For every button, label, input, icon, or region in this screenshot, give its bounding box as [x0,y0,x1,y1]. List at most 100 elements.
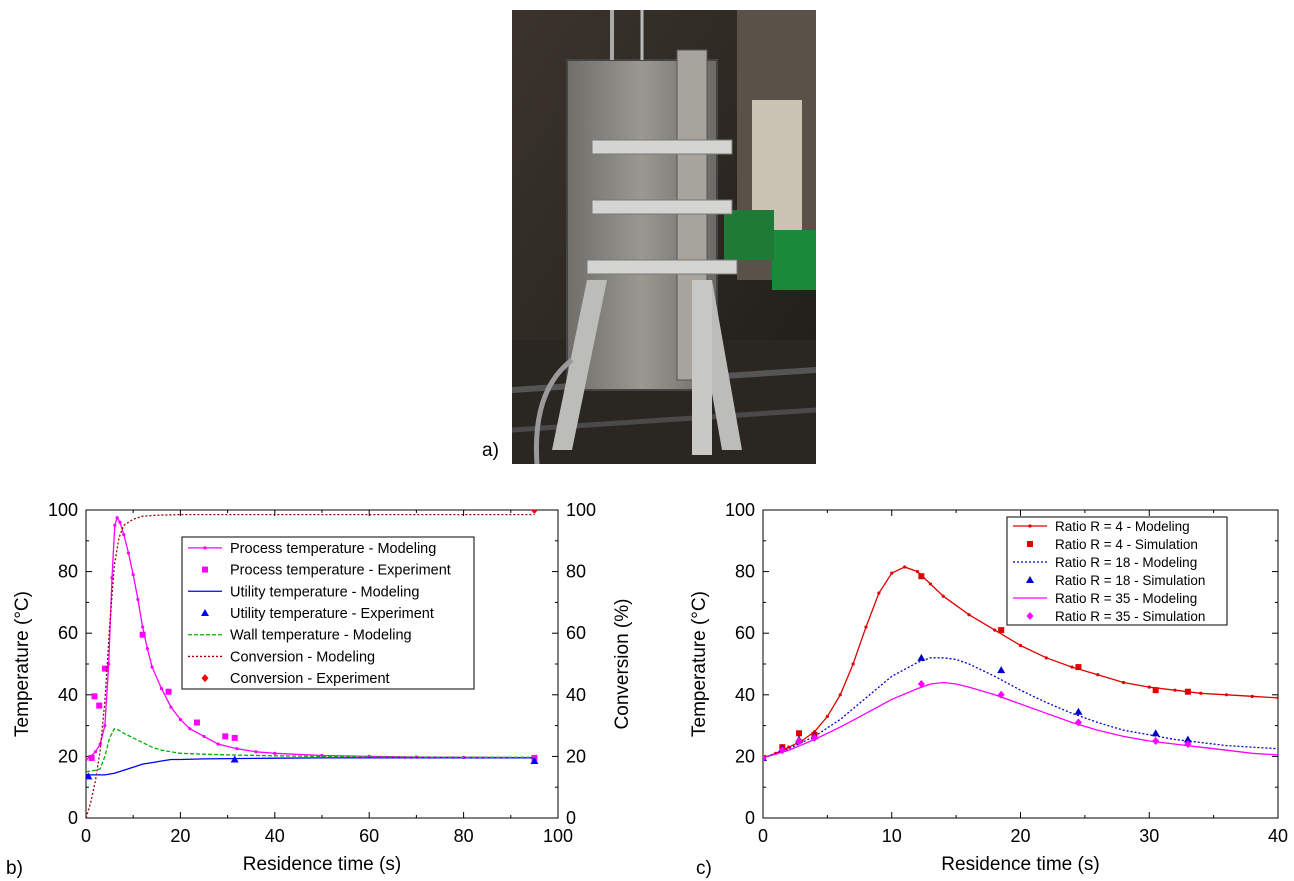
y2-tick-label: 20 [566,746,586,766]
legend-item: Ratio R = 35 - Simulation [1026,609,1205,624]
series-point [254,750,258,754]
series-point [235,747,239,751]
series-point [1152,687,1159,694]
series-conversion-experiment [530,510,538,514]
series-ratio-r-35-modeling [763,681,1278,759]
series-point [273,751,277,755]
series-point [825,714,829,718]
series-point [530,510,538,514]
y-tick-label: 100 [48,500,78,520]
y2-tick-label: 60 [566,623,586,643]
series-point [1224,693,1229,697]
chart-b: 0 20 40 60 80 100020406080100020406080100Resi… [12,500,633,875]
series-point [1173,688,1177,692]
series-point [131,573,135,577]
series-point [159,687,164,691]
series-point [96,702,103,709]
y-tick-label: 0 [745,808,755,828]
series-point [890,571,894,575]
series-point [1151,729,1160,737]
legend-item: Conversion - Modeling [188,649,375,665]
series-point [997,690,1005,699]
series-point [1250,694,1254,698]
legend-swatch-marker [1028,524,1032,528]
series-point [202,734,206,738]
reactor-photo [512,10,816,464]
legend-swatch [1026,576,1034,583]
series-line [86,727,535,773]
series-point [126,551,131,555]
x-tick-label: 30 [1139,826,1159,846]
reactor-photo-icon [512,10,816,464]
panel-label-c: c) [696,858,712,879]
series-point [998,627,1005,634]
series-point [1121,680,1126,685]
y-tick-label: 40 [58,685,78,705]
series-line [763,681,1278,759]
y2-axis-label: Conversion (%) [612,599,633,730]
y-tick-label: 60 [735,623,755,643]
x-tick-label: 60 [359,826,379,846]
legend-swatch [1027,541,1033,547]
series-point [101,665,108,672]
legend-label: Ratio R = 4 - Modeling [1055,519,1190,534]
series-ratio-r-18-modeling [763,657,1278,759]
y2-tick-label: 80 [566,562,586,582]
series-point [141,625,145,629]
legend-swatch [201,674,209,683]
series-point [1183,735,1192,743]
series-point [139,631,146,638]
legend-item: Utility temperature - Modeling [188,584,419,600]
series-point [877,591,881,595]
series-point [93,750,98,754]
series-point [230,755,239,763]
x-tick-label: 40 [1268,826,1288,846]
series-line [763,566,1278,759]
legend-label: Ratio R = 35 - Simulation [1055,609,1205,624]
series-point [150,665,154,669]
series-point [1276,696,1278,700]
series-point [1096,673,1100,677]
series-point [1070,665,1074,669]
y-tick-label: 0 [68,808,78,828]
x-tick-label: 100 [543,826,573,846]
series-point [530,757,539,765]
legend-box [1006,516,1228,626]
x-axis-label: Residence time (s) [941,854,1099,875]
y-tick-label: 20 [58,746,78,766]
plot-area [763,565,1278,762]
legend-label: Wall temperature - Modeling [230,628,412,644]
series-conversion-modeling [86,513,535,818]
series-point [917,653,926,661]
legend-swatch [201,609,209,616]
series-point [165,688,172,695]
legend-item: Ratio R = 4 - Simulation [1027,537,1198,552]
series-point [88,754,95,761]
legend-item: Ratio R = 18 - Modeling [1013,555,1197,570]
series-point [231,734,238,741]
series-point [993,628,997,632]
series-point [169,705,173,709]
legend-label: Utility temperature - Modeling [230,584,419,600]
series-ratio-r-35-simulation [763,680,1192,762]
series-ratio-r-4-modeling [763,565,1278,760]
series-point [193,719,200,726]
chart-c: 0 10 20 30 40 0 20 40 60 80 100 Residence time (s) T… [689,500,1288,875]
legend-item: Ratio R = 4 - Modeling [1013,519,1190,534]
series-point [118,520,122,524]
series-line [763,657,1278,759]
plot-area [86,510,539,818]
series-point [103,724,107,728]
series-point [763,753,767,762]
series-point [941,594,945,598]
series-point [838,693,842,697]
series-point [1074,718,1082,727]
legend-label: Ratio R = 35 - Modeling [1055,591,1197,606]
series-point [1074,707,1083,715]
y-axis-label: Temperature (°C) [689,591,710,737]
legend: Ratio R = 4 - Modeling Ratio R = 4 - Simu… [1006,516,1228,626]
series-point [1044,656,1048,660]
legend-swatch-marker [203,546,207,550]
series-point [928,582,932,586]
series-point [1184,688,1191,695]
